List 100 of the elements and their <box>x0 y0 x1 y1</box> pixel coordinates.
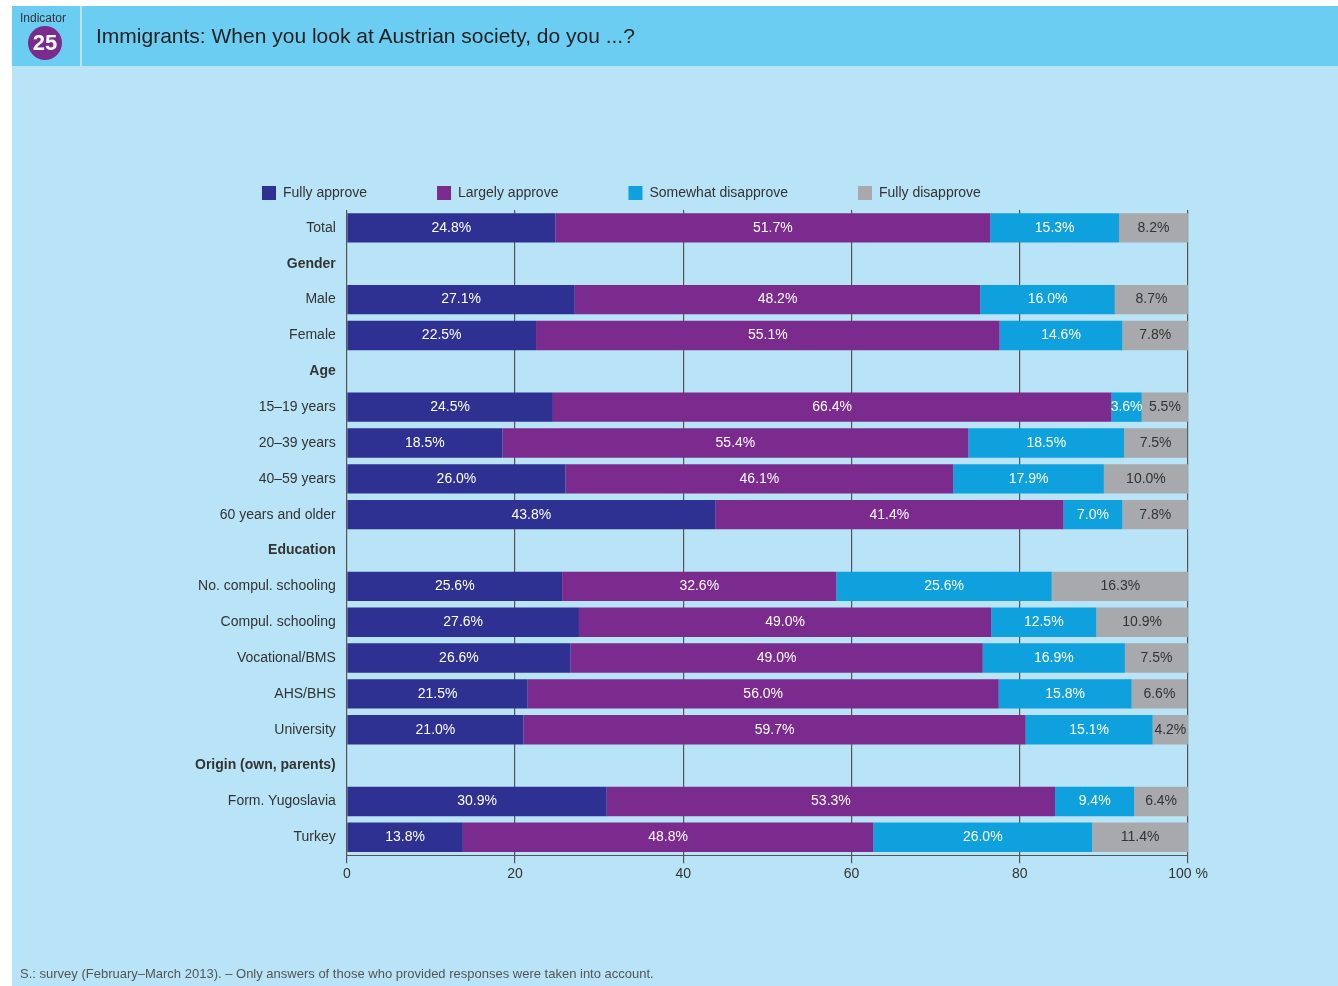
data-label: 46.1% <box>739 469 780 486</box>
data-label: 7.8% <box>1139 505 1172 522</box>
bar <box>347 607 579 637</box>
legend-label: Somewhat disapprove <box>649 183 789 200</box>
data-label: 12.5% <box>1023 613 1064 630</box>
x-tick-label: 60 <box>843 865 860 882</box>
bar <box>570 643 983 673</box>
bar <box>536 320 1000 351</box>
data-label: 49.0% <box>765 613 805 630</box>
data-label: 26.0% <box>436 469 477 486</box>
data-label: 10.0% <box>1126 469 1166 486</box>
data-label: 18.5% <box>405 433 445 450</box>
data-label: 24.8% <box>431 218 472 235</box>
data-label: 49.0% <box>756 648 797 665</box>
data-label: 5.5% <box>1148 398 1181 414</box>
bar <box>565 464 954 494</box>
bar <box>1119 213 1188 243</box>
bar <box>574 284 981 315</box>
y-tick-label: Vocational/BMS <box>236 648 336 665</box>
bar <box>347 679 528 709</box>
y-tick-label: Gender <box>286 254 337 271</box>
bar <box>873 822 1093 852</box>
data-label: 15.1% <box>1069 720 1110 737</box>
bar <box>523 715 1026 745</box>
data-label: 22.5% <box>421 326 462 343</box>
data-label: 30.9% <box>457 792 497 809</box>
bar <box>347 428 503 458</box>
y-tick-label: Total <box>306 218 336 235</box>
data-label: 26.0% <box>962 828 1003 845</box>
bar <box>1025 715 1153 745</box>
bar <box>1122 499 1188 530</box>
bar <box>347 320 537 351</box>
y-tick-label: University <box>274 720 336 737</box>
data-label: 6.6% <box>1143 684 1176 701</box>
x-tick-label: 20 <box>507 865 524 882</box>
bar <box>1051 571 1188 602</box>
data-label: 18.5% <box>1026 433 1067 450</box>
data-label: 24.5% <box>430 398 470 414</box>
data-label: 9.4% <box>1078 792 1111 809</box>
data-label: 51.7% <box>753 218 793 235</box>
y-tick-label: Female <box>289 326 336 343</box>
bar <box>555 213 991 243</box>
text: Indicator <box>20 11 67 25</box>
bar <box>1114 284 1188 315</box>
bar <box>347 499 716 530</box>
data-label: 25.6% <box>434 577 475 594</box>
data-label: 16.3% <box>1100 577 1141 594</box>
bar <box>1063 499 1123 530</box>
data-label: 17.9% <box>1008 469 1049 486</box>
bar <box>980 284 1115 315</box>
bar <box>347 284 575 315</box>
data-label: 14.6% <box>1041 326 1081 343</box>
data-label: 7.0% <box>1076 505 1109 522</box>
bar <box>347 571 563 602</box>
x-tick-label: 80 <box>1011 865 1028 882</box>
data-label: 8.7% <box>1135 290 1168 307</box>
y-tick-label: Education <box>268 541 336 558</box>
y-tick-label: Origin (own, parents) <box>195 756 336 773</box>
data-label: 21.5% <box>417 684 458 701</box>
data-label: 25.6% <box>924 577 964 594</box>
data-label: 27.6% <box>443 613 484 630</box>
data-label: 10.9% <box>1122 613 1163 630</box>
data-label: 7.5% <box>1140 648 1173 665</box>
y-tick-label: Form. Yugoslavia <box>227 792 336 809</box>
bar <box>347 822 463 852</box>
data-label: 21.0% <box>415 720 456 737</box>
y-tick-label: Age <box>309 362 336 379</box>
bar <box>552 392 1112 422</box>
bar <box>1122 320 1188 351</box>
bar <box>347 643 571 673</box>
bar <box>836 571 1052 602</box>
data-label: 48.8% <box>648 828 688 845</box>
y-tick-label: AHS/BHS <box>274 684 336 701</box>
bar <box>1096 607 1188 637</box>
bar <box>347 392 553 422</box>
data-label: 7.8% <box>1139 326 1172 343</box>
bar <box>347 213 556 243</box>
bar <box>347 464 566 494</box>
legend-label: Fully disapprove <box>878 183 982 200</box>
y-tick-label: 20–39 years <box>258 433 336 450</box>
y-tick-label: Compul. schooling <box>220 613 336 630</box>
x-tick-label: 40 <box>675 865 692 882</box>
bar <box>347 715 524 745</box>
y-tick-label: 15–19 years <box>258 398 336 414</box>
bar <box>462 822 874 852</box>
data-label: 56.0% <box>743 684 784 701</box>
data-label: 11.4% <box>1120 828 1160 845</box>
bar <box>982 643 1125 673</box>
bar <box>347 786 607 817</box>
data-label: 13.8% <box>385 828 425 845</box>
bar <box>715 499 1064 530</box>
data-label: 7.5% <box>1139 433 1172 450</box>
bar <box>502 428 969 458</box>
data-label: 6.4% <box>1145 792 1178 809</box>
data-label: 15.3% <box>1034 218 1075 235</box>
text: S.: survey (February–March 2013). – Only answers of those who provided responses were taken into account. <box>20 966 654 981</box>
bar <box>1055 786 1135 817</box>
text: 25 <box>28 26 62 60</box>
data-label: 16.0% <box>1027 290 1068 307</box>
legend-label: Largely approve <box>458 183 559 200</box>
